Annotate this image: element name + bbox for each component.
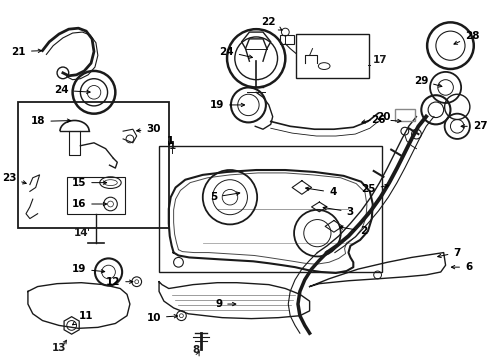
Text: 2: 2 <box>340 226 368 236</box>
Text: 14: 14 <box>74 228 89 238</box>
Text: 24: 24 <box>219 46 252 58</box>
Bar <box>159 146 383 272</box>
Text: 4: 4 <box>306 187 337 197</box>
Bar <box>67 177 125 214</box>
Text: 23: 23 <box>2 173 26 184</box>
Text: 18: 18 <box>31 116 71 126</box>
Text: 13: 13 <box>52 343 66 353</box>
Text: 7: 7 <box>438 248 461 258</box>
Text: 11: 11 <box>73 311 93 325</box>
Text: 25: 25 <box>361 184 389 194</box>
Text: 10: 10 <box>147 312 177 323</box>
Text: 9: 9 <box>215 299 236 309</box>
Text: 27: 27 <box>461 121 488 131</box>
Text: 12: 12 <box>106 277 133 287</box>
Bar <box>18 102 169 228</box>
Text: 30: 30 <box>137 124 161 134</box>
Bar <box>395 109 415 121</box>
Bar <box>280 35 294 44</box>
Text: 1: 1 <box>169 141 176 150</box>
Text: 3: 3 <box>323 206 354 217</box>
Text: 5: 5 <box>210 192 240 202</box>
Text: 1: 1 <box>167 136 174 146</box>
Text: 26: 26 <box>371 114 401 125</box>
Text: 6: 6 <box>451 262 472 272</box>
Text: 15: 15 <box>72 177 107 188</box>
Text: 22: 22 <box>261 17 282 30</box>
Bar <box>296 34 369 78</box>
Text: 8: 8 <box>193 345 199 355</box>
Text: 20: 20 <box>362 112 390 123</box>
Text: 29: 29 <box>414 76 442 87</box>
Text: 19: 19 <box>72 264 105 274</box>
Text: 16: 16 <box>72 199 107 209</box>
Text: 21: 21 <box>11 46 42 57</box>
Text: 24: 24 <box>54 85 90 95</box>
Text: 19: 19 <box>210 100 245 110</box>
Text: 28: 28 <box>454 31 480 44</box>
Text: 17: 17 <box>373 55 388 65</box>
